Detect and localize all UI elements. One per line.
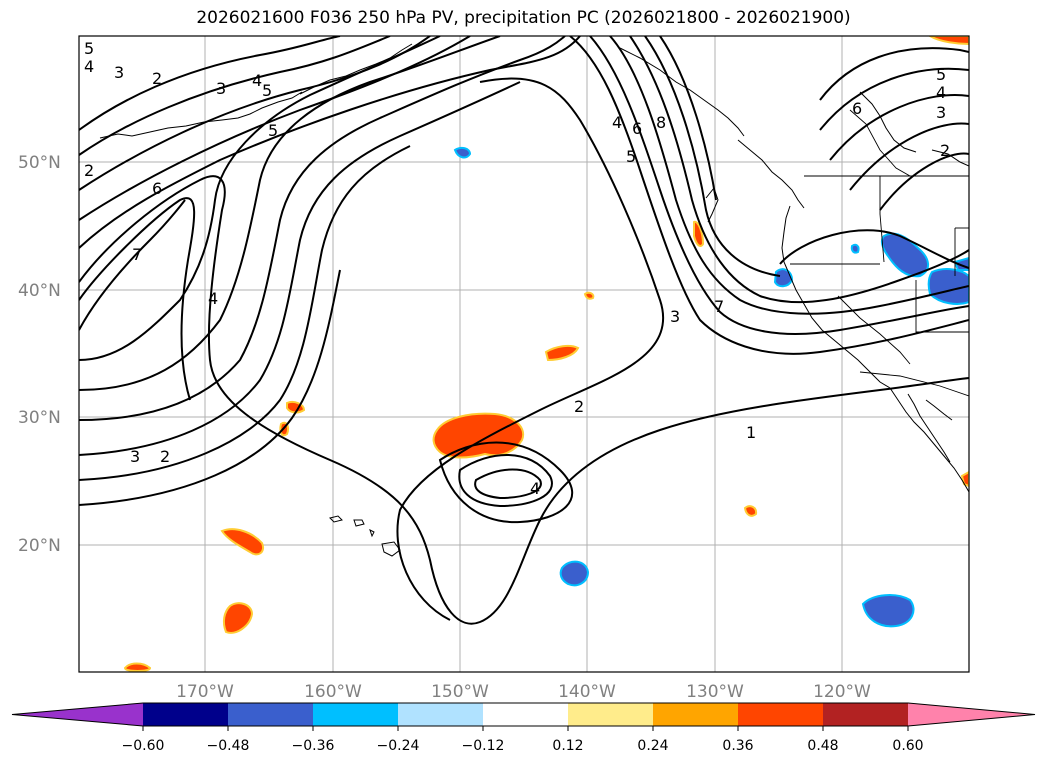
colorbar-tick-label: 0.12 xyxy=(552,738,583,754)
contour-label: 3 xyxy=(114,63,124,82)
lon-label: 170°W xyxy=(176,682,234,702)
contour-label: 5 xyxy=(626,147,636,166)
precip-positive-patch xyxy=(743,505,758,517)
lon-label: 150°W xyxy=(431,682,489,702)
latitude-labels: 50°N 40°N 30°N 20°N xyxy=(18,153,61,556)
contour-label: 3 xyxy=(216,79,226,98)
precip-negative-patch xyxy=(927,268,969,305)
colorbar-tick-label: −0.24 xyxy=(377,738,420,754)
precip-negative-patch xyxy=(861,594,915,628)
colorbar-bin xyxy=(313,703,398,726)
colorbar-bin xyxy=(568,703,653,726)
lat-label: 50°N xyxy=(18,153,61,173)
precip-positive-patch xyxy=(928,36,969,46)
contour-label: 4 xyxy=(84,57,94,76)
precip-positive-patch xyxy=(693,220,705,247)
contour-label: 2 xyxy=(152,69,162,88)
colorbar-bin xyxy=(738,703,823,726)
colorbar: −0.60 −0.48 −0.36 −0.24 −0.12 0.12 0.24 0.36 0.4… xyxy=(11,702,1036,754)
contour-label: 4 xyxy=(530,479,540,498)
contour-label: 2 xyxy=(84,161,94,180)
precip-negative-patch xyxy=(773,268,794,288)
lon-label: 160°W xyxy=(304,682,362,702)
graticule xyxy=(79,36,969,672)
lon-label: 140°W xyxy=(558,682,616,702)
precip-negative-patch xyxy=(850,243,860,254)
colorbar-bin xyxy=(228,703,313,726)
colorbar-extend-high xyxy=(908,703,1035,726)
contour-label: 3 xyxy=(130,447,140,466)
contour-label: 4 xyxy=(612,113,622,132)
contour-label: 2 xyxy=(940,141,950,160)
precip-positive-patch xyxy=(123,662,152,672)
lat-label: 40°N xyxy=(18,281,61,301)
precip-negative-patch xyxy=(559,560,590,587)
contour-label: 4 xyxy=(936,83,946,102)
contour-label: 7 xyxy=(714,297,724,316)
colorbar-tick-label: 0.60 xyxy=(892,738,923,754)
contour-label: 8 xyxy=(656,113,666,132)
precip-positive-patch xyxy=(432,412,525,459)
contour-label: 5 xyxy=(268,121,278,140)
colorbar-tick-label: 0.24 xyxy=(637,738,668,754)
lat-label: 30°N xyxy=(18,408,61,428)
contour-label: 5 xyxy=(262,81,272,100)
colorbar-tick-label: −0.12 xyxy=(462,738,505,754)
colorbar-bin xyxy=(823,703,908,726)
coastlines xyxy=(99,43,969,557)
contour-label: 4 xyxy=(252,71,262,90)
precip-positive-patch xyxy=(222,602,254,634)
colorbar-extend-low xyxy=(12,703,143,726)
map-title: 2026021600 F036 250 hPa PV, precipitatio… xyxy=(196,8,851,28)
colorbar-tick-label: 0.48 xyxy=(807,738,838,754)
pv-contours xyxy=(79,36,969,625)
contour-label: 2 xyxy=(574,397,584,416)
colorbar-tick-label: −0.60 xyxy=(122,738,165,754)
contour-label: 3 xyxy=(936,103,946,122)
lon-label: 130°W xyxy=(686,682,744,702)
contour-label: 5 xyxy=(84,39,94,58)
contour-label: 4 xyxy=(208,289,218,308)
colorbar-bin xyxy=(398,703,483,726)
colorbar-tick-label: −0.36 xyxy=(292,738,335,754)
contour-label: 6 xyxy=(852,99,862,118)
precipitation-patches xyxy=(123,36,969,672)
colorbar-tick-label: 0.36 xyxy=(722,738,753,754)
colorbar-bin xyxy=(653,703,738,726)
contour-label: 1 xyxy=(746,423,756,442)
contour-label: 2 xyxy=(160,447,170,466)
precip-positive-patch xyxy=(544,344,580,362)
lon-label: 120°W xyxy=(813,682,871,702)
lat-label: 20°N xyxy=(18,536,61,556)
colorbar-bin xyxy=(483,703,568,726)
colorbar-bin xyxy=(143,703,228,726)
political-borders xyxy=(790,109,969,397)
precip-positive-patch xyxy=(583,291,595,300)
precip-negative-patch xyxy=(453,146,472,159)
contour-label: 5 xyxy=(936,65,946,84)
contour-labels: 5 4 3 2 3 4 5 5 2 6 7 4 3 2 4 6 8 5 7 3 … xyxy=(84,39,950,498)
contour-label: 7 xyxy=(132,245,142,264)
precip-positive-patch xyxy=(220,528,264,556)
colorbar-tick-label: −0.48 xyxy=(207,738,250,754)
contour-label: 3 xyxy=(670,307,680,326)
longitude-labels: 170°W 160°W 150°W 140°W 130°W 120°W xyxy=(176,682,871,702)
map-frame xyxy=(78,35,970,673)
map-area xyxy=(79,36,969,672)
contour-label: 6 xyxy=(152,179,162,198)
contour-label: 6 xyxy=(632,119,642,138)
